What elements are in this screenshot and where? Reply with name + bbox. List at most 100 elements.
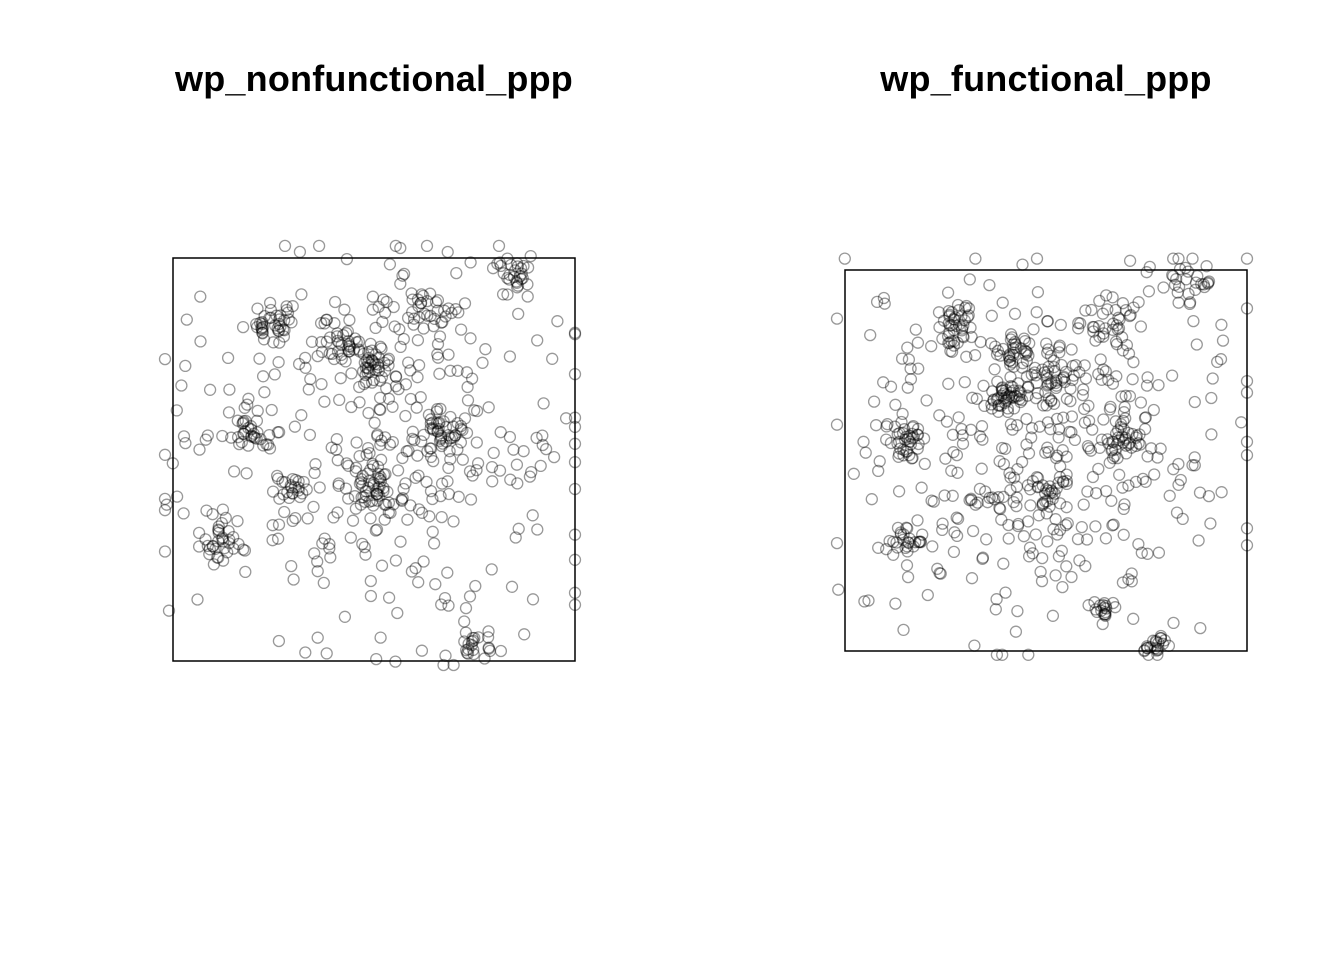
data-point — [410, 401, 423, 414]
data-point — [977, 379, 990, 392]
data-point — [1190, 338, 1203, 351]
data-point — [253, 352, 266, 365]
data-point — [357, 377, 371, 391]
data-point — [256, 321, 270, 334]
data-point — [421, 294, 434, 308]
data-point — [378, 431, 392, 444]
data-point — [315, 345, 329, 359]
data-point — [289, 473, 302, 487]
data-point — [900, 559, 914, 572]
data-point — [472, 631, 485, 644]
data-point — [285, 480, 298, 494]
data-point — [1034, 565, 1047, 579]
data-point — [343, 345, 356, 358]
data-point — [902, 536, 915, 549]
data-point — [374, 470, 387, 484]
data-point — [170, 490, 184, 503]
data-point — [1095, 433, 1109, 446]
data-point — [1060, 477, 1073, 491]
data-point — [356, 469, 369, 483]
data-point — [454, 419, 468, 433]
data-point — [360, 354, 373, 367]
data-point — [265, 403, 278, 417]
data-point — [1010, 480, 1024, 493]
data-point — [524, 249, 537, 263]
data-point — [1032, 509, 1045, 522]
data-point — [1008, 335, 1021, 349]
data-point — [389, 554, 403, 567]
data-point — [366, 494, 379, 507]
data-point — [1031, 285, 1045, 299]
data-point — [942, 317, 955, 330]
data-point — [1193, 486, 1207, 499]
data-point — [1040, 399, 1053, 412]
data-point — [274, 320, 287, 333]
data-point — [1000, 393, 1013, 406]
data-point — [1135, 546, 1148, 559]
data-point — [1197, 278, 1210, 291]
data-point — [462, 643, 475, 656]
data-point — [364, 358, 377, 371]
data-point — [1122, 426, 1135, 440]
data-point — [232, 537, 245, 551]
data-point — [447, 431, 461, 444]
data-point — [992, 398, 1005, 412]
data-point — [1011, 604, 1024, 618]
data-point — [1004, 328, 1018, 341]
data-point — [1041, 495, 1054, 508]
data-point — [1007, 346, 1021, 359]
data-point — [948, 335, 961, 348]
data-point — [293, 245, 307, 259]
data-point — [950, 529, 964, 543]
data-point — [423, 442, 437, 455]
data-point — [1168, 278, 1182, 291]
data-point — [388, 320, 401, 333]
data-point — [320, 335, 333, 348]
data-point — [873, 455, 886, 468]
data-point — [444, 364, 457, 377]
data-point — [223, 533, 236, 546]
data-point — [435, 510, 448, 524]
data-point — [251, 404, 264, 418]
data-point — [901, 341, 914, 354]
data-point — [1065, 426, 1078, 439]
data-point — [458, 635, 471, 648]
data-point — [266, 519, 279, 532]
data-point — [1030, 376, 1043, 390]
data-point — [956, 437, 970, 450]
data-point — [427, 537, 441, 550]
data-point — [878, 297, 891, 310]
data-point — [360, 489, 373, 502]
data-point — [286, 486, 299, 500]
data-point — [999, 383, 1013, 397]
data-point — [966, 524, 980, 538]
data-point — [1057, 411, 1070, 424]
data-point — [1119, 433, 1132, 446]
data-point — [1041, 535, 1054, 548]
data-point — [460, 426, 474, 440]
data-point — [476, 356, 489, 369]
data-point — [273, 492, 286, 505]
data-point — [1167, 616, 1180, 630]
data-point — [948, 526, 961, 539]
data-point — [435, 316, 448, 329]
data-point — [830, 536, 844, 550]
data-point — [438, 591, 452, 605]
data-point — [1026, 475, 1040, 488]
data-point — [349, 465, 362, 478]
data-point — [510, 276, 524, 289]
data-point — [292, 475, 305, 488]
data-point — [1016, 361, 1029, 374]
data-point — [177, 507, 190, 520]
data-point — [218, 542, 231, 555]
data-point — [356, 537, 369, 551]
data-point — [1141, 641, 1154, 655]
data-point — [325, 441, 338, 454]
data-point — [339, 482, 353, 495]
data-point — [1100, 289, 1113, 302]
data-point — [931, 562, 944, 575]
data-point — [406, 305, 419, 319]
data-point — [1109, 443, 1122, 456]
data-point — [432, 417, 445, 430]
data-point — [1119, 412, 1132, 425]
